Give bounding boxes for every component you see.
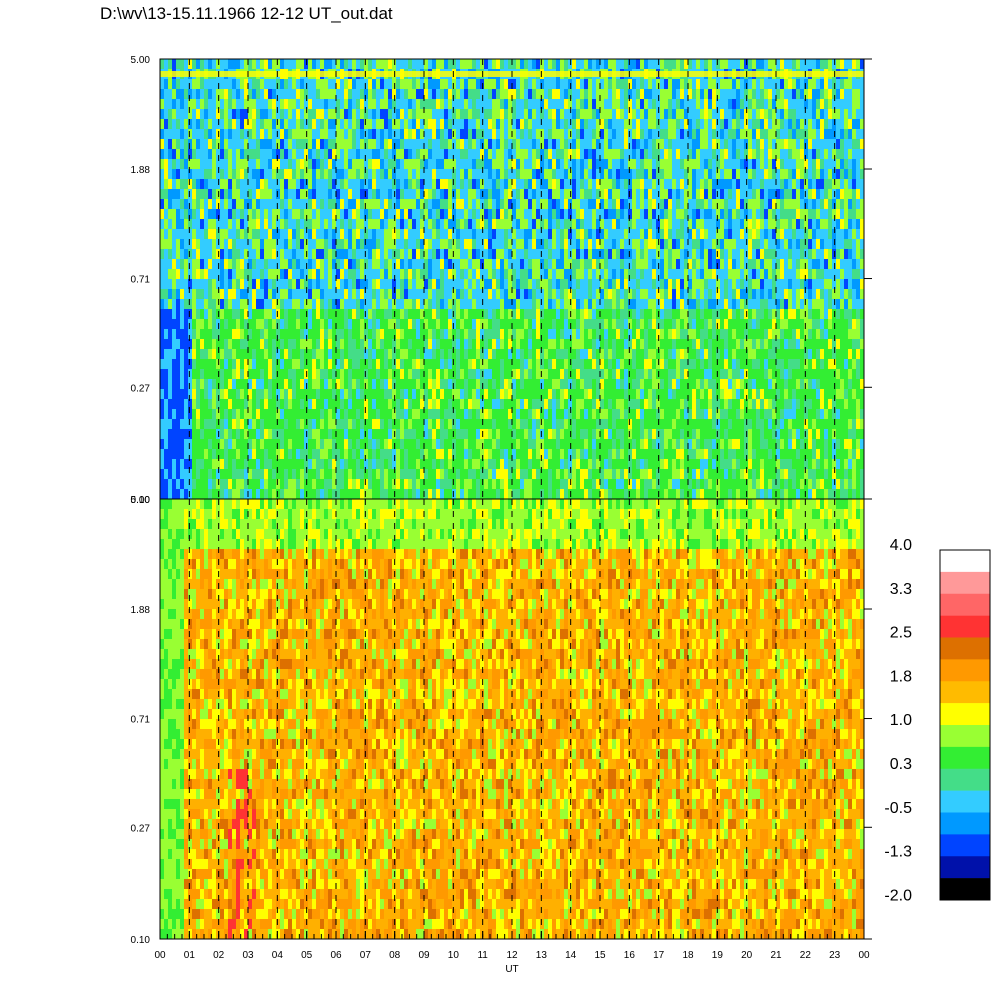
x-tick-label: 06: [330, 950, 342, 961]
x-tick-label: 07: [360, 950, 372, 961]
y-tick-label: 0.27: [131, 383, 151, 394]
x-tick-label: 17: [653, 950, 665, 961]
y-tick-label: 0.10: [131, 495, 151, 506]
y-tick-label: 0.71: [131, 275, 151, 286]
y-tick-label: 0.71: [131, 715, 151, 726]
x-tick-label: 23: [829, 950, 841, 961]
x-tick-label: 10: [448, 950, 460, 961]
x-tick-label: 00: [858, 950, 870, 961]
x-tick-label: 09: [418, 950, 430, 961]
x-tick-label: 08: [389, 950, 401, 961]
axes: 5.001.880.710.270.105.001.880.710.270.10…: [131, 55, 872, 975]
y-tick-label: 5.00: [131, 495, 151, 506]
x-tick-label: 16: [624, 950, 636, 961]
x-tick-label: 12: [506, 950, 518, 961]
x-tick-label: 14: [565, 950, 577, 961]
x-tick-label: 22: [800, 950, 812, 961]
top-panel: [159, 58, 865, 500]
chart-title: D:\wv\13-15.11.1966 12-12 UT_out.dat: [100, 4, 393, 23]
x-tick-label: 20: [741, 950, 753, 961]
x-tick-label: 00: [154, 950, 166, 961]
x-tick-label: 02: [213, 950, 225, 961]
y-tick-label: 0.27: [131, 823, 151, 834]
x-tick-label: 01: [184, 950, 196, 961]
x-axis-label: UT: [505, 964, 518, 975]
bottom-panel: [159, 498, 865, 940]
y-tick-label: 5.00: [131, 55, 151, 66]
x-tick-label: 21: [770, 950, 782, 961]
y-tick-label: 1.88: [131, 605, 151, 616]
x-tick-label: 04: [272, 950, 284, 961]
x-tick-label: 11: [477, 950, 488, 961]
y-tick-label: 1.88: [131, 165, 151, 176]
x-tick-label: 03: [242, 950, 254, 961]
x-tick-label: 19: [712, 950, 724, 961]
x-tick-label: 18: [682, 950, 694, 961]
x-tick-label: 05: [301, 950, 313, 961]
y-tick-label: 0.10: [131, 935, 151, 946]
x-tick-label: 13: [536, 950, 548, 961]
x-tick-label: 15: [594, 950, 606, 961]
